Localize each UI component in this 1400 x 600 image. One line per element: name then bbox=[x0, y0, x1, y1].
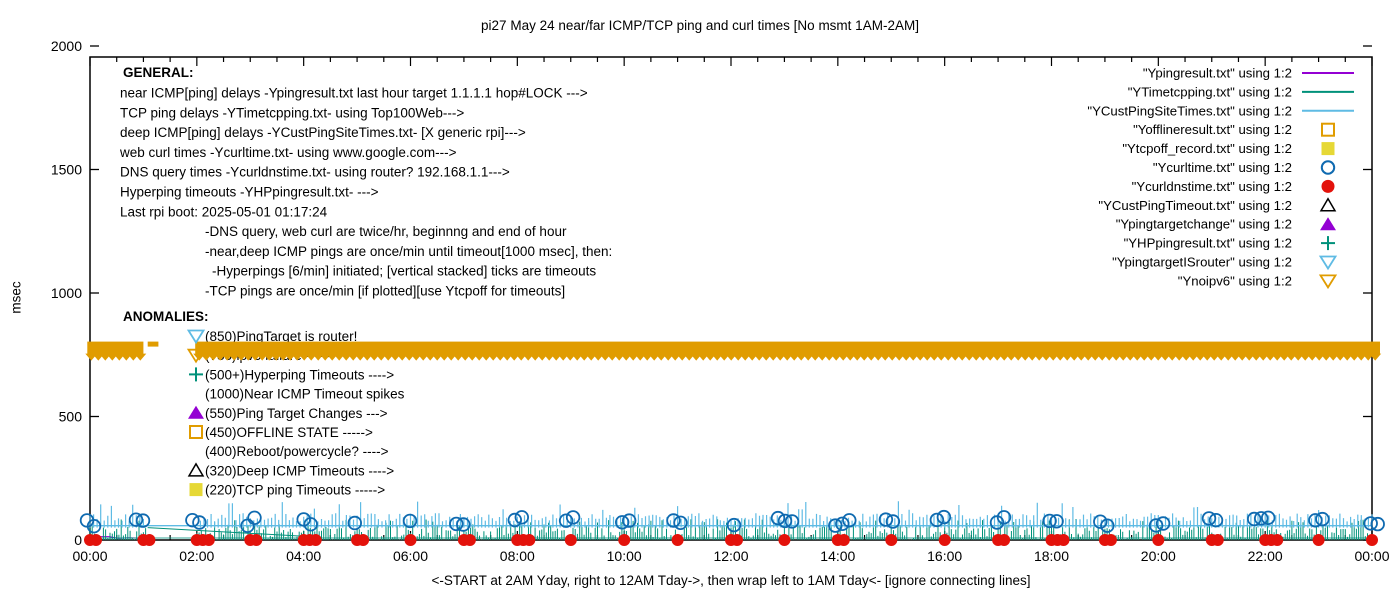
legend-label: "Ypingtargetchange" using 1:2 bbox=[1116, 217, 1292, 232]
legend-label: "Ynoipv6" using 1:2 bbox=[1178, 273, 1292, 288]
legend-label: "Ycurldnstime.txt" using 1:2 bbox=[1132, 179, 1292, 194]
y-tick-label: 1500 bbox=[51, 162, 82, 178]
anomalies-heading: ANOMALIES: bbox=[123, 309, 209, 324]
anomaly-item: (1000)Near ICMP Timeout spikes bbox=[205, 387, 405, 402]
general-line: DNS query times -Ycurldnstime.txt- using… bbox=[120, 165, 510, 180]
y-tick-label: 0 bbox=[74, 532, 82, 548]
y-tick-label: 1000 bbox=[51, 285, 82, 301]
x-tick-label: 22:00 bbox=[1248, 548, 1283, 564]
general-line: Last rpi boot: 2025-05-01 01:17:24 bbox=[120, 204, 328, 219]
anomaly-item: (500+)Hyperping Timeouts ----> bbox=[205, 367, 394, 382]
x-tick-label: 16:00 bbox=[927, 548, 962, 564]
x-tick-label: 04:00 bbox=[286, 548, 321, 564]
x-tick-label: 10:00 bbox=[607, 548, 642, 564]
x-tick-label: 06:00 bbox=[393, 548, 428, 564]
series-Ycurldnstime bbox=[84, 534, 1378, 546]
general-line: TCP ping delays -YTimetcpping.txt- using… bbox=[120, 105, 464, 120]
legend-label: "YTimetcpping.txt" using 1:2 bbox=[1128, 84, 1292, 99]
y-tick-label: 500 bbox=[59, 409, 83, 425]
anomaly-item: (400)Reboot/powercycle? ----> bbox=[205, 444, 389, 459]
x-tick-label: 12:00 bbox=[713, 548, 748, 564]
anomaly-item: (550)Ping Target Changes ---> bbox=[205, 406, 388, 421]
anomaly-item: (850)PingTarget is router! bbox=[205, 329, 357, 344]
legend-label: "YCustPingSiteTimes.txt" using 1:2 bbox=[1087, 103, 1292, 118]
legend-label: "Yofflineresult.txt" using 1:2 bbox=[1133, 122, 1292, 137]
ipv6-band bbox=[85, 341, 1382, 361]
general-line: deep ICMP[ping] delays -YCustPingSiteTim… bbox=[120, 125, 526, 140]
series-Ycurltime bbox=[79, 509, 1385, 534]
y-tick-label: 2000 bbox=[51, 38, 82, 54]
anomaly-item: (450)OFFLINE STATE -----> bbox=[205, 425, 373, 440]
general-line: Hyperping timeouts -YHPpingresult.txt- -… bbox=[120, 185, 379, 200]
x-tick-label: 00:00 bbox=[1354, 548, 1389, 564]
general-line: -near,deep ICMP pings are once/min until… bbox=[205, 244, 612, 259]
anomalies-block: ANOMALIES:(850)PingTarget is router!(785… bbox=[123, 309, 405, 498]
legend: "Ypingresult.txt" using 1:2 "YTimetcpping… bbox=[1087, 66, 1354, 290]
legend-label: "Ytcpoff_record.txt" using 1:2 bbox=[1122, 141, 1292, 156]
x-tick-label: 20:00 bbox=[1141, 548, 1176, 564]
legend-label: "YCustPingTimeout.txt" using 1:2 bbox=[1098, 198, 1292, 213]
general-line: web curl times -Ycurltime.txt- using www… bbox=[119, 145, 457, 160]
chart-title: pi27 May 24 near/far ICMP/TCP ping and c… bbox=[481, 18, 919, 33]
x-tick-label: 08:00 bbox=[500, 548, 535, 564]
legend-label: "Ycurltime.txt" using 1:2 bbox=[1153, 160, 1292, 175]
x-tick-label: 14:00 bbox=[820, 548, 855, 564]
y-axis-ticks: 0 500 1000 1500 2000 bbox=[51, 38, 1372, 548]
general-block: GENERAL: near ICMP[ping] delays -Ypingres… bbox=[119, 65, 612, 299]
x-tick-label: 02:00 bbox=[179, 548, 214, 564]
x-tick-label: 00:00 bbox=[72, 548, 107, 564]
general-line: -TCP pings are once/min [if plotted][use… bbox=[205, 284, 565, 299]
general-line: -Hyperpings [6/min] initiated; [vertical… bbox=[212, 264, 596, 279]
legend-label: "YHPpingresult.txt" using 1:2 bbox=[1124, 236, 1292, 251]
general-line: -DNS query, web curl are twice/hr, begin… bbox=[205, 224, 567, 239]
x-axis-label: <-START at 2AM Yday, right to 12AM Tday-… bbox=[431, 573, 1031, 588]
anomaly-item: (320)Deep ICMP Timeouts ----> bbox=[205, 463, 394, 478]
series-YCustPingSiteTimes bbox=[89, 501, 1373, 528]
anomaly-item: (220)TCP ping Timeouts -----> bbox=[205, 483, 385, 498]
anomaly-markers bbox=[186, 329, 206, 497]
general-line: near ICMP[ping] delays -Ypingresult.txt … bbox=[120, 86, 588, 101]
general-heading: GENERAL: bbox=[123, 65, 194, 80]
legend-label: "YpingtargetISrouter" using 1:2 bbox=[1112, 255, 1292, 270]
x-axis-ticks: 00:00 02:00 04:00 06:00 08:00 10:00 12:00 14:00… bbox=[72, 57, 1390, 564]
legend-label: "Ypingresult.txt" using 1:2 bbox=[1143, 66, 1292, 81]
x-tick-label: 18:00 bbox=[1034, 548, 1069, 564]
